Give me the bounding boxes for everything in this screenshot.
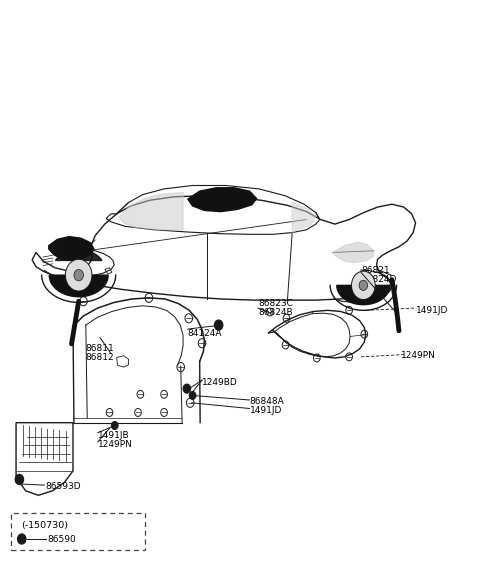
Polygon shape [119,193,183,230]
Text: 1249PN: 1249PN [401,351,436,360]
Text: 86812: 86812 [86,354,114,363]
Text: 84124A: 84124A [188,328,222,337]
Polygon shape [333,242,374,262]
Circle shape [111,422,118,430]
Text: 86821: 86821 [361,266,390,275]
Polygon shape [49,237,94,260]
Text: 86848A: 86848A [250,397,284,406]
Text: 86590: 86590 [48,535,77,544]
Text: 1491JD: 1491JD [250,406,282,415]
Text: 1491JB: 1491JB [97,431,129,439]
Text: 86811: 86811 [86,344,115,354]
Circle shape [17,534,26,544]
Text: 1249BD: 1249BD [202,378,238,387]
Circle shape [74,269,84,281]
Text: 1249PN: 1249PN [97,439,132,449]
Circle shape [359,280,368,291]
Text: (-150730): (-150730) [21,521,68,531]
Circle shape [15,474,24,485]
Polygon shape [49,275,108,297]
Circle shape [183,384,191,393]
Polygon shape [188,188,257,211]
Circle shape [65,259,92,291]
Text: 86824B: 86824B [258,308,293,317]
Polygon shape [337,285,390,305]
Text: 1491JD: 1491JD [416,306,448,315]
Circle shape [351,271,375,300]
Polygon shape [55,250,102,261]
Circle shape [189,391,196,399]
Text: 86824D: 86824D [361,275,396,284]
Polygon shape [292,202,316,233]
Text: 86593D: 86593D [46,482,81,490]
Circle shape [215,320,223,330]
Text: 86823C: 86823C [258,299,293,308]
